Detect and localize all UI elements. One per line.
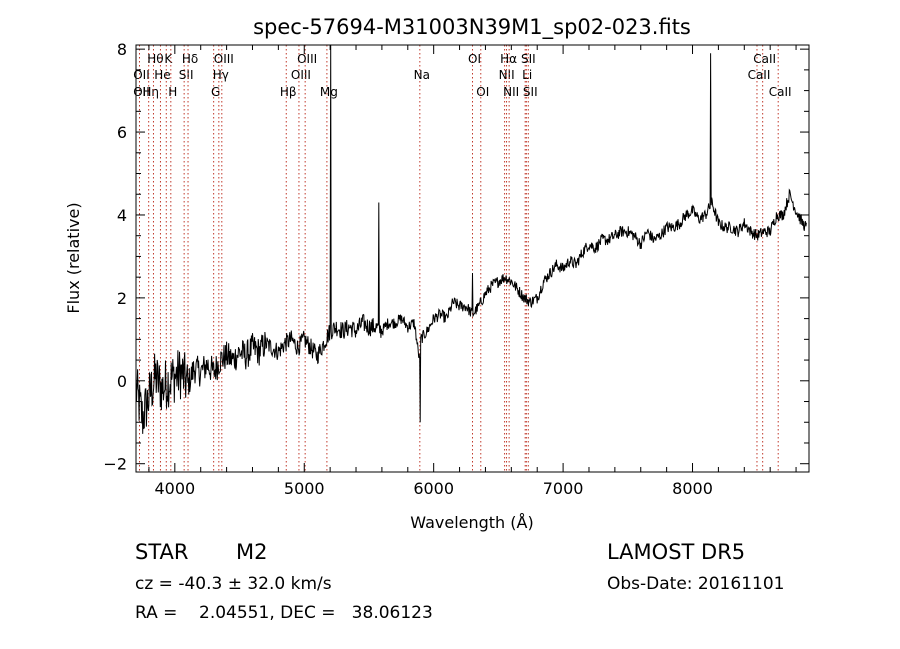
line-marker-label: CaII [748,68,771,82]
x-tick-label: 4000 [154,479,195,498]
x-axis-label: Wavelength (Å) [410,513,533,532]
line-marker-label: Mg [320,85,338,99]
line-marker-label: OII [133,85,150,99]
line-marker-label: G [211,85,220,99]
spectrum-line [135,44,807,434]
y-tick-label: −2 [103,455,127,474]
line-marker-label: SII [521,52,536,66]
redshift-velocity: cz = -40.3 ± 32.0 km/s [135,574,332,594]
object-class: STAR [135,540,189,564]
observation-date: Obs-Date: 20161101 [607,574,785,594]
x-tick-label: 8000 [672,479,713,498]
x-tick-label: 6000 [413,479,454,498]
line-marker-label: OI [476,85,489,99]
line-marker-label: Hδ [182,52,198,66]
line-marker-label: SII [523,85,538,99]
line-marker-label: Hγ [213,68,229,82]
line-marker-label: OI [468,52,481,66]
y-tick-label: 4 [117,206,127,225]
y-tick-label: 0 [117,372,127,391]
chart-title: spec-57694-M31003N39M1_sp02-023.fits [253,15,691,40]
y-axis: −2 0 2 4 6 8 [103,40,809,474]
line-marker-label: SII [179,68,194,82]
line-marker-label: Na [414,68,430,82]
line-marker-label: K [164,52,173,66]
survey-name: LAMOST DR5 [607,540,746,564]
y-tick-label: 8 [117,40,127,59]
line-marker-label: CaII [753,52,776,66]
line-marker-label: NII [503,85,519,99]
line-marker-label: Hθ [147,52,163,66]
line-marker-label: He [154,68,170,82]
line-marker-label: OIII [291,68,311,82]
y-tick-label: 2 [117,289,127,308]
line-marker-label: Hη [142,85,159,99]
y-axis-label: Flux (relative) [64,202,83,313]
line-marker-label: Li [522,68,532,82]
line-marker-label: OIII [297,52,317,66]
plot-frame [135,44,810,473]
line-marker-label: CaII [769,85,792,99]
line-marker-label: H [168,85,177,99]
object-subclass: M2 [236,540,268,564]
line-marker-label: OIII [214,52,234,66]
x-tick-label: 5000 [284,479,325,498]
spectrum-series [135,44,807,434]
line-marker-label: OII [133,68,150,82]
x-tick-label: 7000 [543,479,584,498]
line-marker-label: Hα [500,52,517,66]
line-marker-label: NII [499,68,515,82]
x-axis: 4000 5000 6000 7000 8000 [148,45,797,498]
line-marker-label: Hβ [280,85,297,99]
y-tick-label: 6 [117,123,127,142]
coordinates: RA = 2.04551, DEC = 38.06123 [135,603,433,623]
line-markers: OIIOIIHηHθHeKHSIIHδGHγOIIIHβOIIIOIIIMgNa… [133,45,792,472]
